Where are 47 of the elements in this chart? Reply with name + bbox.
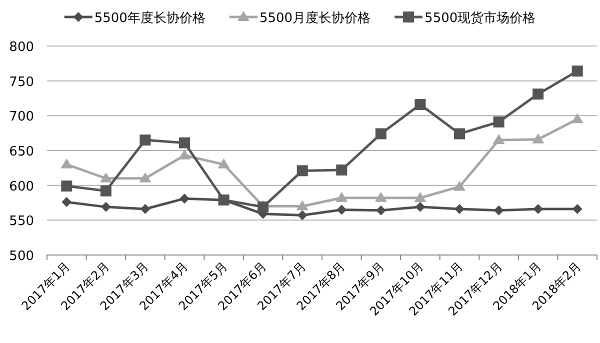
- point: [532, 133, 544, 144]
- legend-label: 5500现货市场价格: [424, 11, 536, 26]
- point: [179, 137, 190, 148]
- point: [178, 149, 190, 160]
- point: [494, 205, 504, 216]
- point: [572, 204, 582, 214]
- point: [336, 192, 348, 202]
- y-tick-label: 750: [9, 74, 34, 90]
- point: [62, 197, 72, 208]
- y-tick-label: 650: [9, 144, 34, 160]
- point: [336, 164, 348, 176]
- y-tick-label: 700: [9, 110, 34, 125]
- point: [571, 113, 584, 124]
- point: [60, 158, 73, 168]
- point: [100, 185, 112, 196]
- point: [140, 134, 151, 146]
- point: [492, 134, 505, 144]
- point: [533, 204, 544, 214]
- point: [375, 128, 386, 140]
- point: [454, 204, 464, 214]
- point: [493, 116, 504, 128]
- point: [572, 66, 583, 77]
- y-tick-label: 550: [9, 214, 34, 230]
- point: [336, 204, 347, 215]
- legend-label: 5500月度长协价格: [259, 10, 371, 26]
- y-tick-label: 500: [9, 249, 34, 264]
- point: [532, 88, 544, 100]
- point: [296, 200, 308, 210]
- point: [454, 128, 465, 140]
- point: [374, 192, 387, 202]
- point: [180, 194, 190, 204]
- legend-label: 5500年度长协价格: [94, 10, 206, 26]
- point: [100, 172, 112, 182]
- point: [414, 99, 426, 110]
- point: [376, 205, 386, 216]
- point: [139, 172, 152, 182]
- point: [218, 158, 230, 168]
- point: [297, 210, 308, 220]
- point: [61, 180, 72, 192]
- point: [296, 165, 308, 176]
- point: [415, 202, 426, 212]
- point: [454, 180, 466, 191]
- point: [414, 192, 426, 202]
- point: [140, 204, 150, 214]
- point: [100, 202, 111, 212]
- y-tick-label: 600: [9, 179, 34, 194]
- y-tick-label: 800: [9, 40, 34, 55]
